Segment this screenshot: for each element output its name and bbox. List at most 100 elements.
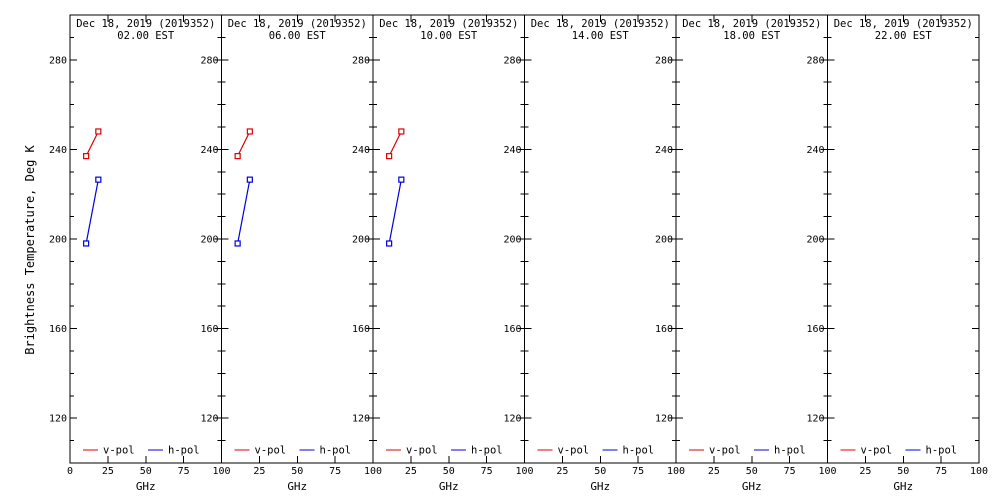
x-axis-unit: GHz	[136, 480, 156, 493]
y-tick-label: 200	[806, 235, 824, 246]
panel-title-date: Dec 18, 2019 (2019352)	[834, 18, 973, 30]
marker-v-pol	[234, 153, 241, 160]
series-v-pol	[85, 131, 99, 157]
marker-v-pol	[246, 128, 253, 135]
panel-title-time: 18.00 EST	[723, 30, 781, 42]
x-tick-label: 100	[970, 466, 988, 477]
legend-label-h-pol: h-pol	[774, 445, 806, 457]
x-tick-label: 25	[102, 466, 114, 477]
y-tick-label: 280	[352, 55, 370, 66]
y-tick-label: 120	[200, 414, 218, 425]
y-tick-label: 160	[49, 324, 67, 335]
legend-label-h-pol: h-pol	[471, 445, 503, 457]
x-axis-unit: GHz	[590, 480, 610, 493]
series-h-pol	[237, 179, 251, 244]
x-tick-label: 50	[746, 466, 758, 477]
panel-border	[827, 14, 980, 464]
panel-title-date: Dec 18, 2019 (2019352)	[379, 18, 518, 30]
legend-label-v-pol: v-pol	[406, 445, 438, 457]
panel-title-time: 10.00 EST	[420, 30, 478, 42]
y-tick-label: 240	[49, 145, 67, 156]
y-tick-label: 240	[806, 145, 824, 156]
panel-title-time: 14.00 EST	[572, 30, 630, 42]
y-tick-label: 240	[503, 145, 521, 156]
panel-border	[69, 14, 222, 464]
panel-border	[221, 14, 374, 464]
y-tick-label: 160	[806, 324, 824, 335]
x-tick-label: 75	[784, 466, 796, 477]
y-tick-label: 240	[655, 145, 673, 156]
panel-title-date: Dec 18, 2019 (2019352)	[682, 18, 821, 30]
x-tick-label: 50	[897, 466, 909, 477]
panel-title-time: 22.00 EST	[875, 30, 933, 42]
legend-label-v-pol: v-pol	[709, 445, 741, 457]
x-tick-label: 75	[481, 466, 493, 477]
series-h-pol	[85, 179, 99, 244]
panel-title-date: Dec 18, 2019 (2019352)	[228, 18, 367, 30]
y-tick-label: 160	[655, 324, 673, 335]
marker-v-pol	[386, 153, 393, 160]
panel-title-time: 06.00 EST	[269, 30, 327, 42]
panel-title-date: Dec 18, 2019 (2019352)	[76, 18, 215, 30]
y-tick-label: 120	[49, 414, 67, 425]
panel-6: 25 50 75 100 120 160 200 240 280 Dec 18, 2019 (20…	[806, 14, 988, 493]
y-tick-label: 160	[352, 324, 370, 335]
marker-h-pol	[83, 240, 90, 247]
y-tick-label: 160	[200, 324, 218, 335]
panel-title-time: 02.00 EST	[117, 30, 175, 42]
x-tick-label: 100	[667, 466, 685, 477]
x-tick-label: 100	[515, 466, 533, 477]
y-tick-label: 240	[200, 145, 218, 156]
x-tick-label: 50	[140, 466, 152, 477]
x-axis-unit: GHz	[893, 480, 913, 493]
y-tick-label: 200	[655, 235, 673, 246]
y-tick-label: 200	[503, 235, 521, 246]
legend-label-h-pol: h-pol	[623, 445, 655, 457]
x-tick-label: 100	[212, 466, 230, 477]
x-tick-label: 50	[594, 466, 606, 477]
legend-label-h-pol: h-pol	[320, 445, 352, 457]
legend-label-v-pol: v-pol	[255, 445, 287, 457]
panel-border	[372, 14, 525, 464]
marker-v-pol	[398, 128, 405, 135]
series-v-pol	[388, 131, 402, 157]
x-tick-label: 25	[556, 466, 568, 477]
x-tick-label: 25	[253, 466, 265, 477]
x-tick-label: 75	[178, 466, 190, 477]
y-tick-label: 280	[806, 55, 824, 66]
x-tick-label: 25	[859, 466, 871, 477]
x-tick-label: 75	[935, 466, 947, 477]
y-tick-label: 280	[655, 55, 673, 66]
x-tick-label: 75	[329, 466, 341, 477]
series-v-pol	[237, 131, 251, 157]
x-tick-label: 50	[291, 466, 303, 477]
y-tick-label: 200	[200, 235, 218, 246]
marker-h-pol	[234, 240, 241, 247]
y-tick-label: 160	[503, 324, 521, 335]
y-tick-label: 200	[49, 235, 67, 246]
legend-label-h-pol: h-pol	[926, 445, 958, 457]
legend-label-v-pol: v-pol	[861, 445, 893, 457]
x-axis-unit: GHz	[742, 480, 762, 493]
y-tick-label: 240	[352, 145, 370, 156]
legend-label-v-pol: v-pol	[558, 445, 590, 457]
y-tick-label: 280	[200, 55, 218, 66]
y-tick-label: 120	[655, 414, 673, 425]
panel-border	[524, 14, 677, 464]
x-tick-label: 0	[67, 466, 73, 477]
x-tick-label: 75	[632, 466, 644, 477]
x-axis-unit: GHz	[287, 480, 307, 493]
legend-label-h-pol: h-pol	[168, 445, 200, 457]
x-axis-unit: GHz	[439, 480, 459, 493]
x-tick-label: 25	[405, 466, 417, 477]
y-tick-label: 120	[503, 414, 521, 425]
marker-h-pol	[386, 240, 393, 247]
marker-h-pol	[246, 176, 253, 183]
marker-v-pol	[95, 128, 102, 135]
panel-title-date: Dec 18, 2019 (2019352)	[531, 18, 670, 30]
y-axis-label: Brightness Temperature, Deg K	[23, 145, 37, 355]
y-tick-label: 120	[352, 414, 370, 425]
panel-border	[675, 14, 828, 464]
